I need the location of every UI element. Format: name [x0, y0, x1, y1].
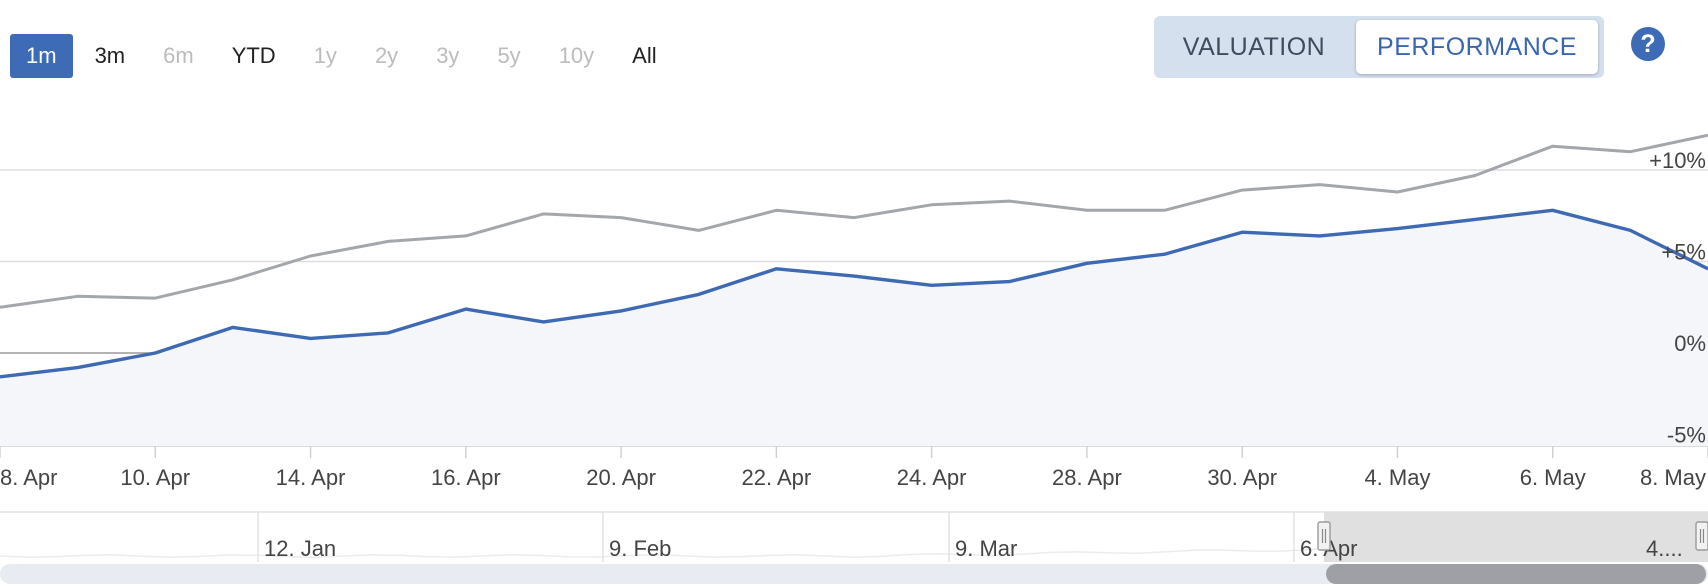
x-tick-label: 6. May	[1520, 465, 1586, 490]
navigator-label: 9. Mar	[955, 536, 1017, 561]
y-tick-label: 0%	[1674, 331, 1706, 356]
chart-area	[0, 210, 1708, 446]
navigator-handle-left[interactable]	[1317, 521, 1331, 551]
y-tick-label: +10%	[1649, 148, 1706, 173]
range-button-ytd[interactable]: YTD	[231, 43, 276, 68]
main-series-line	[0, 208, 1708, 379]
view-toggle: VALUATION PERFORMANCE	[1154, 16, 1604, 78]
chart-lines	[0, 133, 1708, 379]
navigator-label: 12. Jan	[264, 536, 336, 561]
x-tick-label: 16. Apr	[431, 465, 501, 490]
navigator-label: 9. Feb	[609, 536, 671, 561]
range-selector: 1m 3m 6m YTD 1y 2y 3y 5y 10y All	[10, 34, 679, 78]
range-button-6m[interactable]: 6m	[163, 43, 194, 68]
range-button-10y[interactable]: 10y	[558, 43, 595, 68]
x-tick-label: 14. Apr	[276, 465, 346, 490]
x-tick-label: 24. Apr	[897, 465, 967, 490]
range-button-1m[interactable]: 1m	[10, 34, 73, 78]
range-button-2y[interactable]: 2y	[374, 43, 399, 68]
range-button-3y[interactable]: 3y	[436, 43, 460, 68]
range-button-3m[interactable]: 3m	[94, 43, 126, 68]
x-tick-label: 8. May	[1640, 465, 1706, 490]
range-button-5y[interactable]: 5y	[497, 43, 521, 68]
benchmark-series-line	[0, 133, 1708, 309]
navigator-handle-right[interactable]	[1695, 521, 1708, 551]
y-tick-label: -5%	[1667, 423, 1706, 448]
y-axis: +10% +5% 0% -5%	[1649, 148, 1706, 448]
y-tick-label: +5%	[1661, 240, 1706, 265]
valuation-tab[interactable]: VALUATION	[1182, 33, 1326, 61]
x-axis: 8. Apr 10. Apr 14. Apr 16. Apr 20. Apr 22. Ap…	[0, 446, 1708, 490]
navigator-selection	[1324, 512, 1708, 562]
performance-tab[interactable]: PERFORMANCE	[1356, 20, 1598, 74]
navigator: 12. Jan 9. Feb 9. Mar 6. Apr 4....	[0, 511, 1708, 584]
range-button-all[interactable]: All	[632, 43, 657, 68]
scrollbar-track	[0, 564, 1708, 584]
main-series-area	[0, 210, 1708, 446]
x-tick-label: 30. Apr	[1207, 465, 1277, 490]
x-tick-label: 4. May	[1364, 465, 1430, 490]
range-button-1y[interactable]: 1y	[313, 43, 337, 68]
help-icon[interactable]: ?	[1631, 27, 1665, 61]
scrollbar-thumb[interactable]	[1326, 564, 1706, 584]
x-tick-label: 20. Apr	[586, 465, 656, 490]
x-tick-label: 28. Apr	[1052, 465, 1122, 490]
navigator-label: 4....	[1646, 536, 1683, 561]
x-tick-label: 10. Apr	[120, 465, 190, 490]
x-tick-label: 22. Apr	[742, 465, 812, 490]
x-tick-label: 8. Apr	[0, 465, 57, 490]
